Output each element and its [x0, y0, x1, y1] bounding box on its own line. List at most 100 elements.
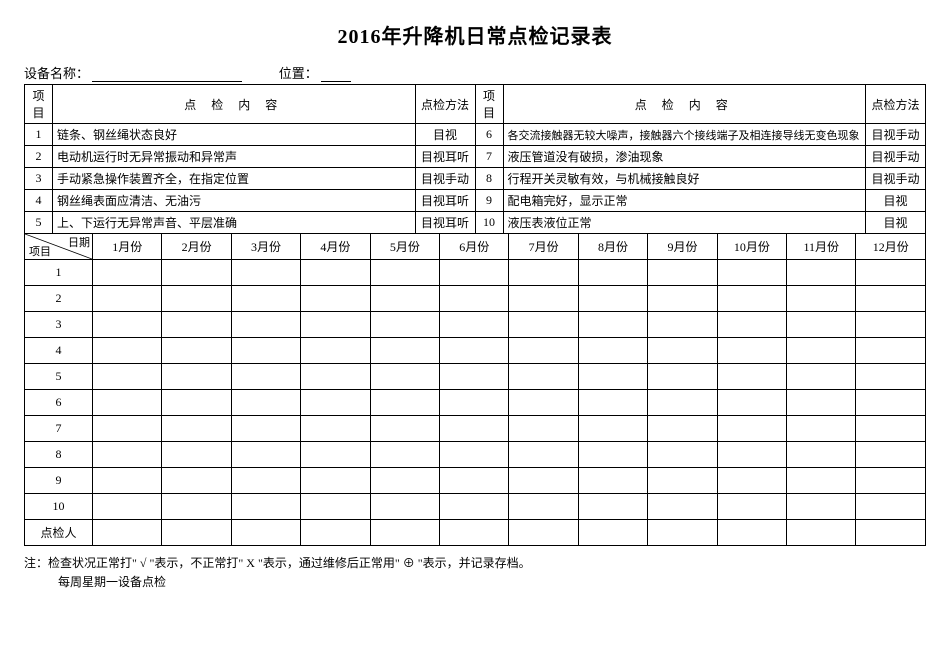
grid-cell [578, 494, 647, 520]
check-row: 4 钢丝绳表面应清洁、无油污 目视耳听 9 配电箱完好，显示正常 目视 [25, 190, 926, 212]
check-content: 链条、钢丝绳状态良好 [53, 124, 416, 146]
grid-row: 10 [25, 494, 926, 520]
check-method: 目视耳听 [415, 212, 475, 234]
grid-cell [370, 442, 439, 468]
grid-row-head: 4 [25, 338, 93, 364]
grid-cell [93, 520, 162, 546]
check-items-table: 项目 点 检 内 容 点检方法 项目 点 检 内 容 点检方法 1 链条、钢丝绳… [24, 84, 926, 234]
grid-cell [93, 390, 162, 416]
grid-cell [509, 390, 578, 416]
check-content: 液压表液位正常 [503, 212, 866, 234]
grid-row-head: 7 [25, 416, 93, 442]
grid-cell [648, 312, 717, 338]
check-content: 钢丝绳表面应清洁、无油污 [53, 190, 416, 212]
grid-cell [717, 286, 786, 312]
month-header: 4月份 [301, 234, 370, 260]
grid-cell [578, 286, 647, 312]
grid-cell [301, 390, 370, 416]
check-row: 2 电动机运行时无异常振动和异常声 目视耳听 7 液压管道没有破损，渗油现象 目… [25, 146, 926, 168]
grid-cell [440, 390, 509, 416]
check-row: 1 链条、钢丝绳状态良好 目视 6 各交流接触器无较大噪声，接触器六个接线端子及… [25, 124, 926, 146]
grid-cell [856, 494, 926, 520]
grid-cell [509, 520, 578, 546]
grid-cell [648, 260, 717, 286]
grid-cell [856, 286, 926, 312]
check-header-row: 项目 点 检 内 容 点检方法 项目 点 检 内 容 点检方法 [25, 85, 926, 124]
pos-label: 位置： [279, 63, 318, 82]
check-method: 目视 [415, 124, 475, 146]
grid-cell [301, 286, 370, 312]
grid-cell [648, 390, 717, 416]
grid-cell [370, 312, 439, 338]
grid-row-head: 10 [25, 494, 93, 520]
grid-row-head: 1 [25, 260, 93, 286]
grid-cell [301, 468, 370, 494]
check-method: 目视手动 [415, 168, 475, 190]
grid-cell [578, 416, 647, 442]
grid-cell [301, 520, 370, 546]
grid-cell [717, 442, 786, 468]
grid-cell [856, 312, 926, 338]
grid-cell [787, 468, 856, 494]
check-content: 配电箱完好，显示正常 [503, 190, 866, 212]
check-n: 10 [475, 212, 503, 234]
hdr-content-l: 点 检 内 容 [53, 85, 416, 124]
grid-cell [440, 364, 509, 390]
grid-cell [162, 260, 231, 286]
grid-cell [301, 338, 370, 364]
check-method: 目视手动 [866, 168, 926, 190]
grid-cell [440, 260, 509, 286]
grid-cell [648, 364, 717, 390]
grid-cell [162, 442, 231, 468]
footnote: 注：检查状况正常打" √ "表示，不正常打" X "表示，通过维修后正常用" ⊕… [24, 554, 926, 592]
grid-cell [231, 312, 300, 338]
grid-cell [648, 416, 717, 442]
grid-cell [856, 338, 926, 364]
grid-row: 2 [25, 286, 926, 312]
check-n: 8 [475, 168, 503, 190]
grid-cell [787, 390, 856, 416]
grid-cell [787, 338, 856, 364]
grid-cell [301, 494, 370, 520]
grid-cell [301, 364, 370, 390]
grid-cell [648, 286, 717, 312]
grid-cell [856, 468, 926, 494]
grid-cell [370, 286, 439, 312]
check-content: 电动机运行时无异常振动和异常声 [53, 146, 416, 168]
grid-cell [93, 494, 162, 520]
check-content: 手动紧急操作装置齐全，在指定位置 [53, 168, 416, 190]
grid-cell [370, 468, 439, 494]
monthly-grid-table: 日期 项目 1月份 2月份 3月份 4月份 5月份 6月份 7月份 8月份 9月… [24, 233, 926, 546]
month-header: 8月份 [578, 234, 647, 260]
footnote-line1: 注：检查状况正常打" √ "表示，不正常打" X "表示，通过维修后正常用" ⊕… [24, 556, 531, 570]
grid-cell [93, 312, 162, 338]
month-header: 11月份 [787, 234, 856, 260]
grid-cell [440, 338, 509, 364]
check-method: 目视 [866, 212, 926, 234]
grid-cell [648, 468, 717, 494]
grid-diag-cell: 日期 项目 [25, 234, 93, 260]
grid-cell [648, 442, 717, 468]
grid-cell [162, 494, 231, 520]
check-n: 5 [25, 212, 53, 234]
grid-cell [370, 494, 439, 520]
grid-cell [717, 390, 786, 416]
grid-cell [648, 494, 717, 520]
grid-row: 9 [25, 468, 926, 494]
grid-cell [162, 468, 231, 494]
grid-cell [301, 260, 370, 286]
month-header: 1月份 [93, 234, 162, 260]
grid-cell [370, 260, 439, 286]
grid-cell [162, 286, 231, 312]
grid-header-row: 日期 项目 1月份 2月份 3月份 4月份 5月份 6月份 7月份 8月份 9月… [25, 234, 926, 260]
grid-inspector-row: 点检人 [25, 520, 926, 546]
grid-cell [509, 442, 578, 468]
grid-cell [162, 390, 231, 416]
meta-row: 设备名称： 位置： [24, 63, 926, 82]
equip-label: 设备名称： [24, 63, 89, 82]
grid-cell [509, 364, 578, 390]
grid-cell [301, 416, 370, 442]
grid-cell [231, 494, 300, 520]
grid-cell [509, 494, 578, 520]
grid-cell [440, 416, 509, 442]
